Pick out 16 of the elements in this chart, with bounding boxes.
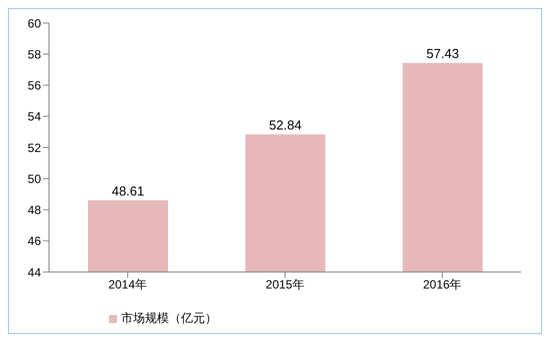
y-tick-label: 52 <box>28 140 42 155</box>
y-tick-label: 60 <box>28 16 42 30</box>
y-tick-label: 44 <box>28 265 42 280</box>
y-tick-label: 58 <box>28 47 42 62</box>
x-tick-label: 2016年 <box>422 278 462 292</box>
y-tick-label: 48 <box>28 203 42 218</box>
y-tick-label: 54 <box>28 110 42 124</box>
data-label: 48.61 <box>112 183 144 198</box>
y-tick-label: 46 <box>28 234 42 248</box>
data-label: 52.84 <box>269 117 302 132</box>
legend-label: 市场规模（亿元） <box>121 311 217 325</box>
x-tick-label: 2014年 <box>108 278 148 292</box>
y-tick-label: 50 <box>28 172 42 186</box>
y-tick-label: 56 <box>28 78 42 93</box>
data-label: 57.43 <box>426 46 459 61</box>
x-tick-label: 2015年 <box>266 278 304 292</box>
